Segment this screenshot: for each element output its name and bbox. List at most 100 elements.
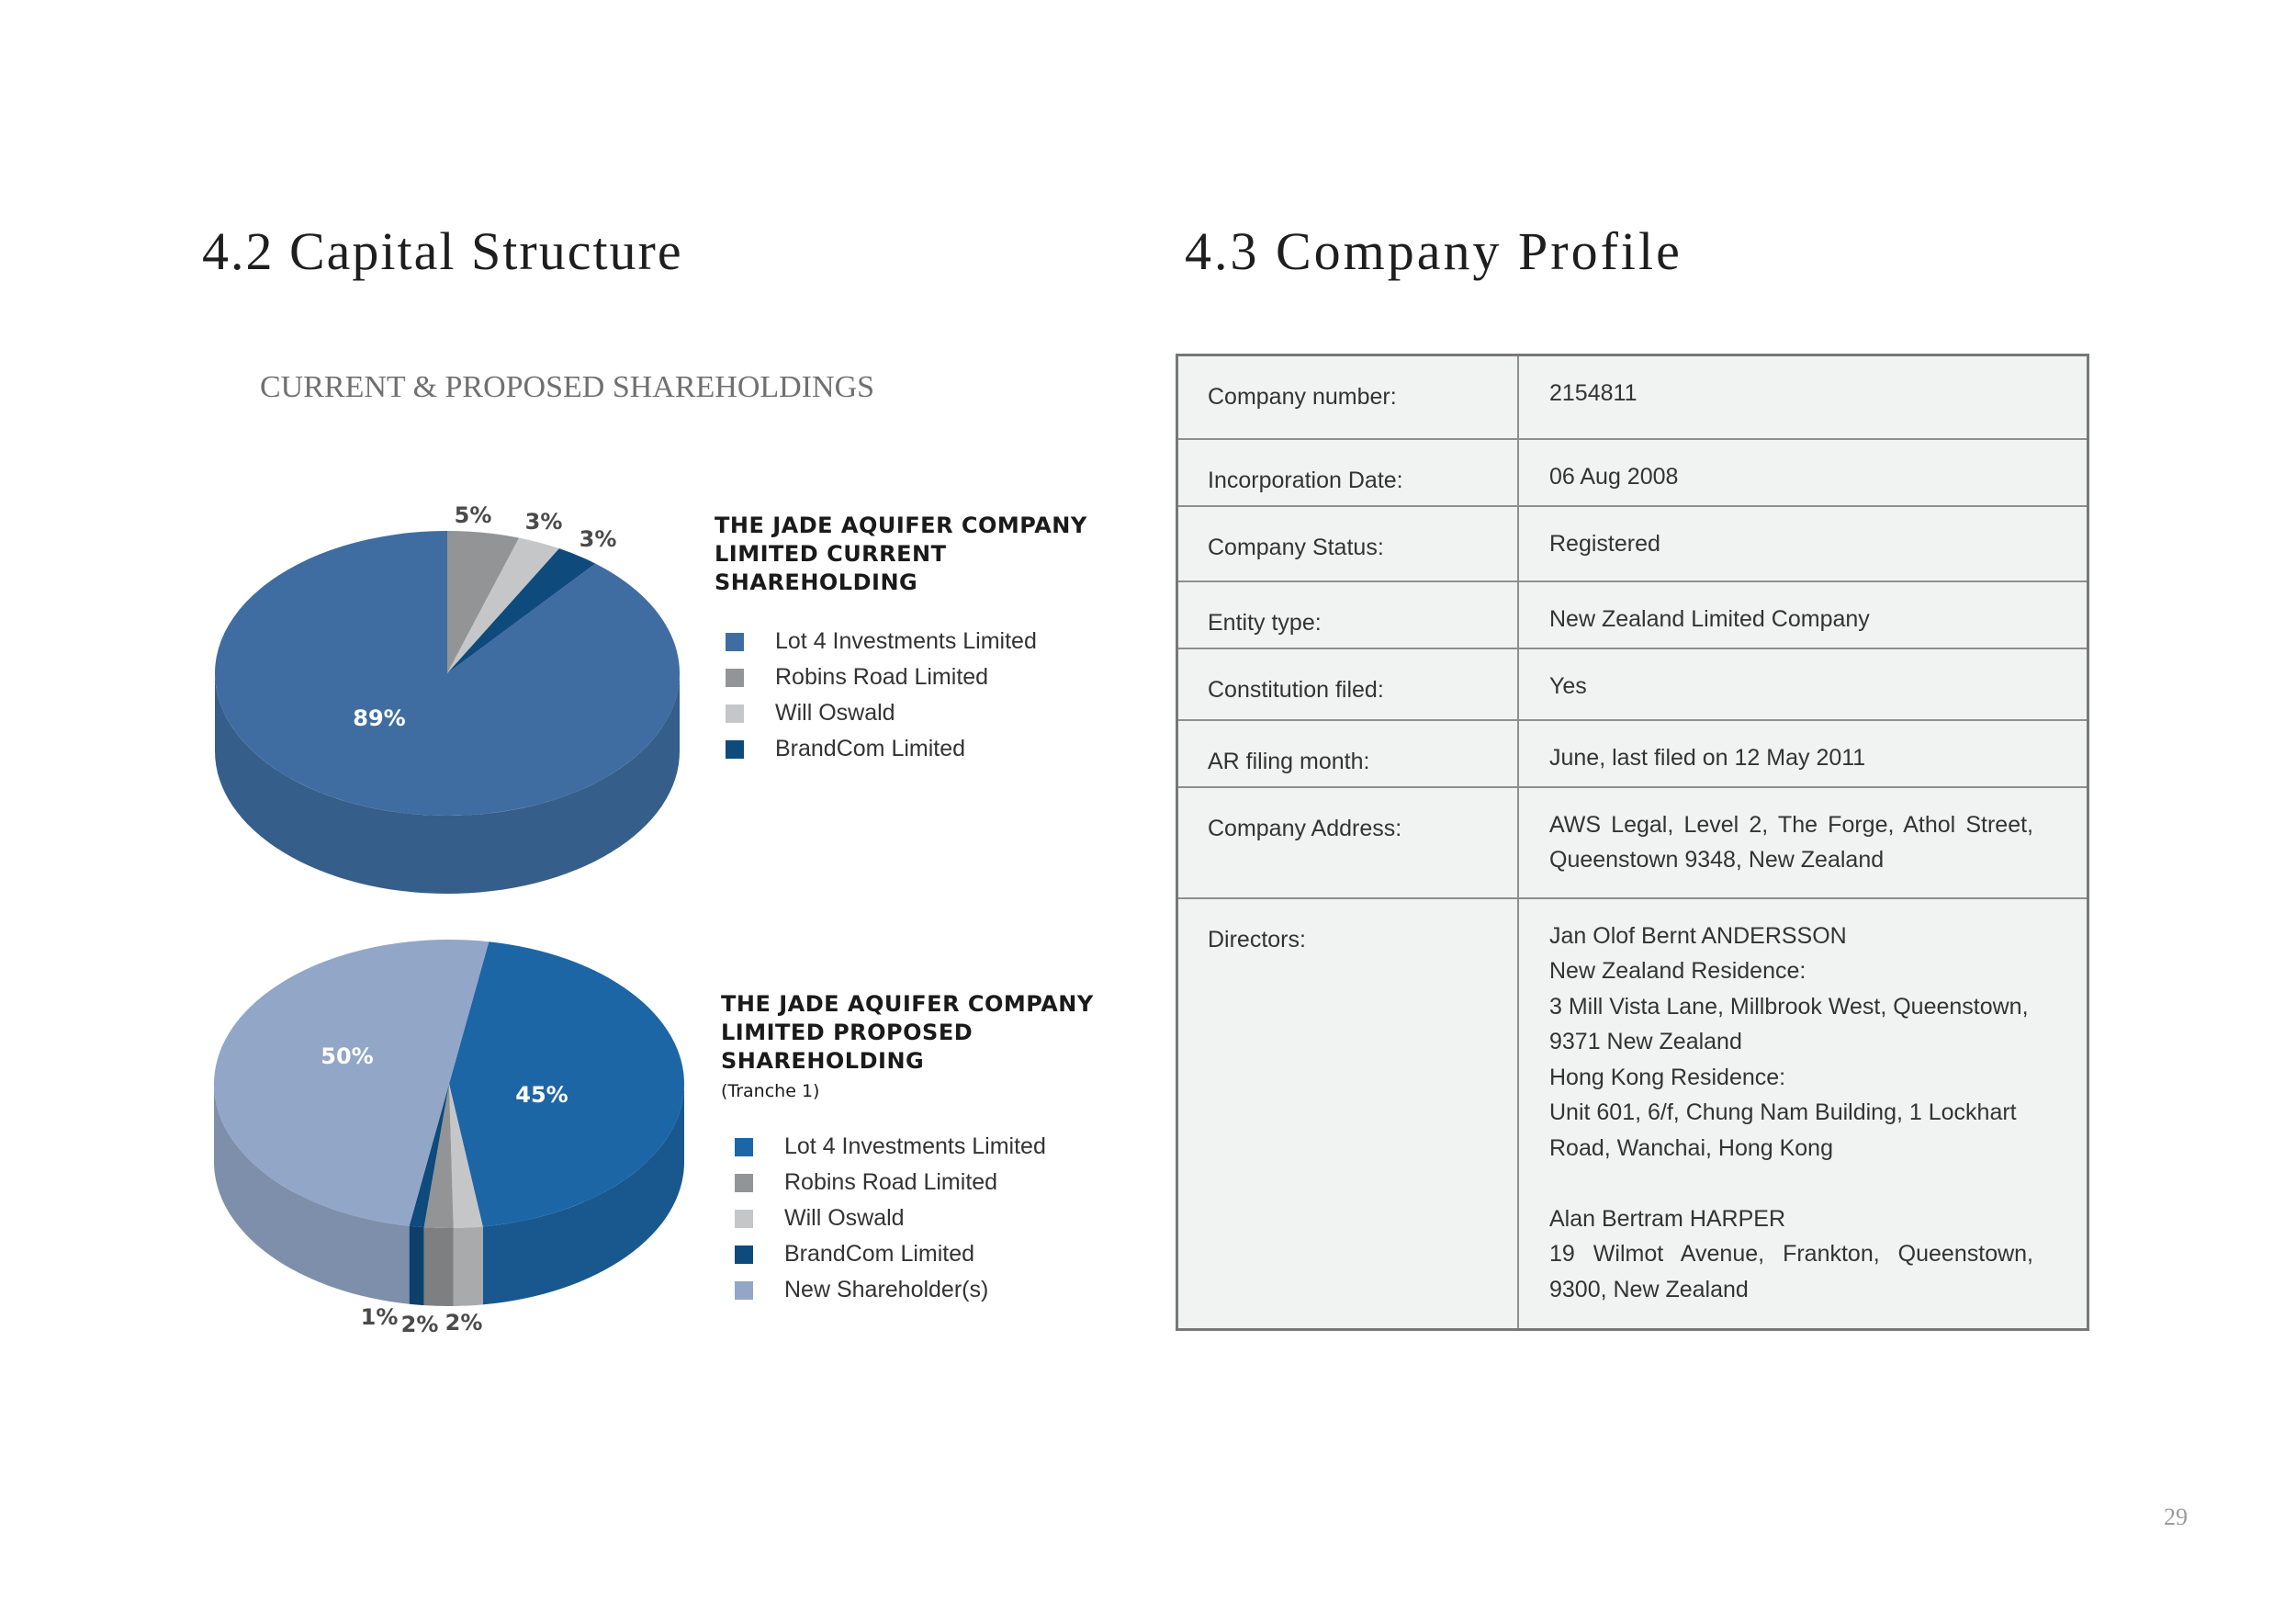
- proposed-legend-item: Lot 4 Investments Limited: [735, 1129, 1046, 1165]
- pie1-label-robins-road: 5%: [455, 502, 492, 528]
- profile-value-line: Registered: [1549, 530, 1660, 557]
- pie2-label-brandcom: 1%: [361, 1304, 399, 1330]
- profile-value: Yes: [1518, 647, 2088, 720]
- pie1-side-lot-4-investments-limited: [215, 673, 680, 894]
- proposed-legend-label: New Shareholder(s): [784, 1277, 989, 1302]
- pie1-slice-will-oswald: [447, 537, 559, 673]
- proposed-legend-swatch: [735, 1173, 753, 1192]
- profile-value: Registered: [1518, 504, 2088, 581]
- profile-value-line: 19 Wilmot Avenue, Frankton, Queenstown,: [1549, 1241, 2033, 1267]
- profile-label: AR filing month:: [1176, 718, 1519, 787]
- proposed-shareholding-title: THE JADE AQUIFER COMPANY LIMITED PROPOSE…: [721, 990, 1116, 1107]
- profile-value: June, last filed on 12 May 2011: [1518, 718, 2088, 787]
- current-legend-label: Will Oswald: [775, 700, 895, 726]
- profile-label: Company Address:: [1176, 785, 1519, 898]
- pie2-side-brandcom-limited: [409, 1225, 424, 1306]
- pie2-slice-lot-4-investments-limited: [449, 941, 684, 1227]
- pie2-side-robins-road-limited: [423, 1227, 454, 1306]
- proposed-legend-item: BrandCom Limited: [735, 1236, 1046, 1272]
- current-legend-label: BrandCom Limited: [775, 736, 966, 761]
- pie2-label-will-oswald: 2%: [445, 1310, 483, 1336]
- current-legend-item: Will Oswald: [726, 695, 1037, 731]
- capital-structure-heading: 4.2 Capital Structure: [202, 221, 683, 281]
- profile-value-line: 2154811: [1549, 380, 1638, 406]
- pie1-label-will-oswald: 3%: [525, 509, 563, 535]
- pie2-side-will-oswald: [453, 1226, 483, 1306]
- profile-value-line: Hong Kong Residence:: [1549, 1064, 1786, 1090]
- profile-value-line: Road, Wanchai, Hong Kong: [1549, 1134, 1833, 1161]
- proposed-legend-label: Robins Road Limited: [784, 1169, 998, 1195]
- pie2-slice-will-oswald: [449, 1084, 483, 1228]
- proposed-shareholding-pie: 50%45%1% 2% 2%: [214, 940, 684, 1337]
- current-shareholding-legend: Lot 4 Investments Limited Robins Road Lim…: [726, 624, 1037, 767]
- profile-row-company-address: Company Address: AWS Legal, Level 2, The …: [1176, 785, 2088, 898]
- profile-value: 06 Aug 2008: [1518, 437, 2088, 506]
- pie2-slice-new-shareholder-s: [214, 940, 490, 1226]
- profile-label: Constitution filed:: [1176, 647, 1519, 720]
- proposed-legend-item: Will Oswald: [735, 1200, 1046, 1236]
- profile-value-line: Jan Olof Bernt ANDERSSON: [1549, 922, 1847, 949]
- company-profile-table: Company number: 2154811 Incorporation Date…: [1176, 354, 2089, 1331]
- current-legend-swatch: [726, 739, 744, 759]
- profile-label: Incorporation Date:: [1176, 437, 1519, 506]
- pie-charts: 89%5% 3%3% 50%45%1% 2% 2%: [214, 502, 684, 1337]
- profile-row-entity-type: Entity type: New Zealand Limited Company: [1176, 580, 2088, 648]
- current-shareholding-title: THE JADE AQUIFER COMPANY LIMITED CURRENT…: [715, 512, 1100, 597]
- pie2-slice-brandcom-limited: [409, 1084, 449, 1228]
- current-legend-label: Lot 4 Investments Limited: [775, 628, 1037, 654]
- profile-value: 2154811: [1518, 355, 2088, 439]
- profile-value-line: Queenstown 9348, New Zealand: [1549, 847, 1885, 873]
- page-number: 29: [2164, 1504, 2188, 1530]
- proposed-legend-label: BrandCom Limited: [784, 1241, 975, 1267]
- shareholdings-subtitle: CURRENT & PROPOSED SHAREHOLDINGS: [260, 370, 875, 404]
- current-legend-swatch: [726, 632, 744, 651]
- current-shareholding-title-text: THE JADE AQUIFER COMPANY LIMITED CURRENT…: [715, 513, 1087, 595]
- proposed-legend-item: Robins Road Limited: [735, 1165, 1046, 1200]
- profile-value-line: [1549, 1166, 2033, 1201]
- proposed-legend-label: Will Oswald: [784, 1205, 905, 1231]
- profile-value-line: 06 Aug 2008: [1549, 463, 1679, 490]
- pie2-side-new-shareholder-s: [214, 1084, 410, 1304]
- profile-label: Company number:: [1176, 355, 1519, 439]
- pie2-label-new-shareholders: 50%: [321, 1043, 373, 1069]
- profile-row-company-number: Company number: 2154811: [1176, 355, 2088, 439]
- pie1-slice-brandcom-limited: [447, 548, 596, 673]
- profile-value-line: New Zealand Limited Company: [1549, 605, 1870, 632]
- pie2-side-lot-4-investments-limited: [482, 1084, 684, 1305]
- current-legend-swatch: [726, 668, 744, 687]
- profile-row-constitution-filed: Constitution filed: Yes: [1176, 647, 2088, 720]
- profile-row-directors: Directors: Jan Olof Bernt ANDERSSON New Ze…: [1176, 896, 2088, 1330]
- current-legend-item: Lot 4 Investments Limited: [726, 624, 1037, 659]
- profile-value-line: Alan Bertram HARPER: [1549, 1205, 1786, 1232]
- current-legend-item: BrandCom Limited: [726, 731, 1037, 767]
- pie2-label-robins-road: 2%: [401, 1312, 439, 1337]
- profile-label: Entity type:: [1176, 580, 1519, 648]
- current-legend-label: Robins Road Limited: [775, 664, 989, 690]
- profile-value-line: June, last filed on 12 May 2011: [1549, 744, 1866, 771]
- proposed-legend-item: New Shareholder(s): [735, 1272, 1046, 1308]
- profile-label: Company Status:: [1176, 504, 1519, 581]
- current-legend-item: Robins Road Limited: [726, 659, 1037, 695]
- profile-label: Directors:: [1176, 896, 1519, 1330]
- profile-value: Jan Olof Bernt ANDERSSON New Zealand Resi…: [1518, 896, 2088, 1330]
- profile-value-line: 3 Mill Vista Lane, Millbrook West, Queen…: [1549, 993, 2029, 1020]
- pie2-label-lot-4: 45%: [515, 1082, 568, 1108]
- proposed-legend-label: Lot 4 Investments Limited: [784, 1133, 1046, 1159]
- proposed-legend-swatch: [735, 1209, 753, 1228]
- pie1-slice-lot-4-investments-limited: [215, 531, 681, 816]
- current-shareholding-pie: 89% 5% 3% 3%: [215, 502, 681, 894]
- profile-value-line: Unit 601, 6/f, Chung Nam Building, 1 Loc…: [1549, 1099, 2017, 1125]
- profile-value: AWS Legal, Level 2, The Forge, Athol Str…: [1518, 785, 2088, 898]
- current-legend-swatch: [726, 704, 744, 723]
- profile-value-line: 9371 New Zealand: [1549, 1029, 1742, 1054]
- pie1-label-lot-4: 89%: [353, 705, 405, 731]
- profile-value: New Zealand Limited Company: [1518, 580, 2088, 648]
- profile-row-ar-filing-month: AR filing month: June, last filed on 12 M…: [1176, 718, 2088, 787]
- pie1-label-brandcom: 3%: [580, 526, 617, 552]
- proposed-shareholding-title-text: THE JADE AQUIFER COMPANY LIMITED PROPOSE…: [721, 991, 1094, 1074]
- company-profile-heading: 4.3 Company Profile: [1185, 221, 1683, 281]
- profile-row-company-status: Company Status: Registered: [1176, 504, 2088, 581]
- profile-row-incorporation-date: Incorporation Date: 06 Aug 2008: [1176, 437, 2088, 506]
- profile-value-line: Yes: [1549, 672, 1587, 699]
- proposed-legend-swatch: [735, 1137, 753, 1156]
